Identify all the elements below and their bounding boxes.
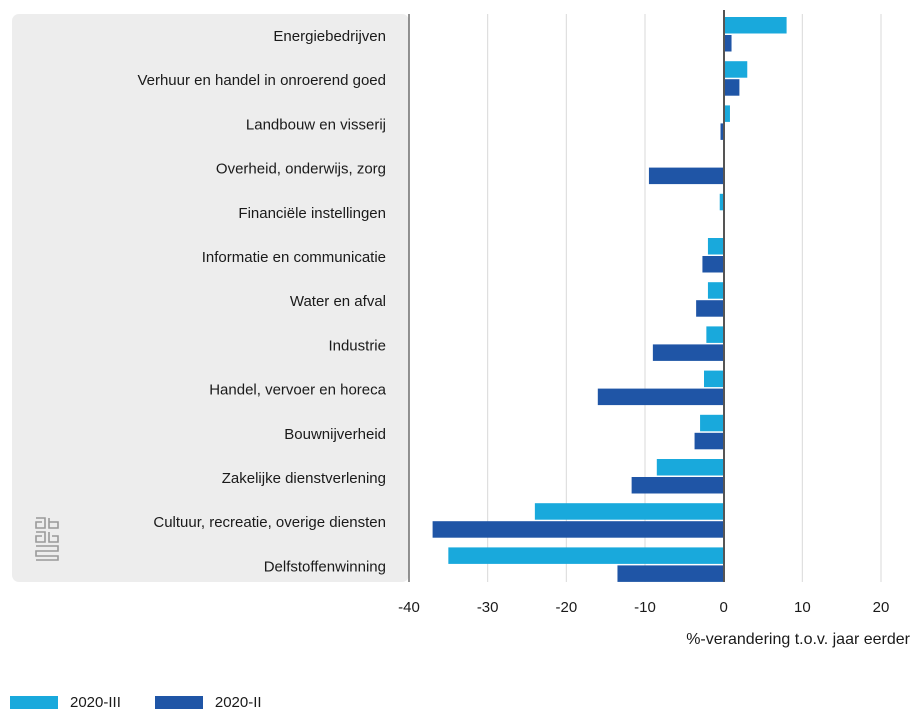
x-tick-label: 10 <box>794 599 811 616</box>
bar <box>723 79 740 96</box>
category-label: Water en afval <box>290 293 386 310</box>
bar <box>534 503 724 520</box>
legend-label: 2020-III <box>70 694 121 711</box>
category-label: Cultuur, recreatie, overige diensten <box>153 514 386 531</box>
bar <box>432 521 724 538</box>
legend-item-2020-iii: 2020-III <box>10 694 121 711</box>
category-label: Overheid, onderwijs, zorg <box>216 161 386 178</box>
x-tick-label: -10 <box>634 599 656 616</box>
bar <box>631 477 724 494</box>
legend: 2020-III 2020-II <box>10 694 262 711</box>
bar <box>723 17 787 34</box>
category-label: Informatie en communicatie <box>202 249 386 266</box>
x-tick-label: -20 <box>555 599 577 616</box>
category-label: Landbouw en visserij <box>246 116 386 133</box>
category-label: Energiebedrijven <box>273 28 386 45</box>
bar <box>696 300 724 317</box>
bar <box>706 326 724 343</box>
bar <box>719 193 724 211</box>
cbs-logo <box>34 516 60 567</box>
category-label: Financiële instellingen <box>238 205 386 222</box>
legend-item-2020-ii: 2020-II <box>154 694 262 711</box>
category-label: Bouwnijverheid <box>284 426 386 443</box>
category-label: Delfstoffenwinning <box>264 558 386 575</box>
bar <box>648 167 724 185</box>
x-tick-label: 0 <box>719 599 727 616</box>
category-label: Verhuur en handel in onroerend goed <box>137 72 386 89</box>
bar <box>652 344 724 361</box>
x-tick-label: 20 <box>873 599 890 616</box>
legend-label: 2020-II <box>214 694 262 711</box>
bar <box>656 459 724 476</box>
bar <box>720 123 724 140</box>
x-tick-label: -40 <box>398 599 420 616</box>
x-tick-label: -30 <box>477 599 499 616</box>
grid-lines <box>487 14 882 582</box>
bar <box>707 238 724 255</box>
category-label: Handel, vervoer en horeca <box>209 382 386 399</box>
legend-swatch <box>10 696 58 709</box>
bar <box>694 432 724 450</box>
bars <box>432 17 787 582</box>
bar <box>723 105 730 122</box>
category-label: Zakelijke dienstverlening <box>222 470 386 487</box>
bar <box>723 61 748 78</box>
bar <box>617 565 724 582</box>
bar <box>704 370 724 388</box>
x-tick-labels: -40 -30 -20 -10 0 10 20 <box>398 599 889 616</box>
bar <box>702 256 724 273</box>
bar <box>700 414 724 432</box>
bar <box>597 388 724 406</box>
legend-swatch <box>154 696 203 709</box>
bar <box>723 35 732 52</box>
category-labels: Energiebedrijven Verhuur en handel in onr… <box>137 28 386 575</box>
category-label: Industrie <box>328 337 386 354</box>
bar <box>448 547 724 564</box>
category-panel <box>12 14 409 582</box>
bar <box>707 282 724 299</box>
x-axis-label: %-verandering t.o.v. jaar eerder <box>686 631 910 648</box>
